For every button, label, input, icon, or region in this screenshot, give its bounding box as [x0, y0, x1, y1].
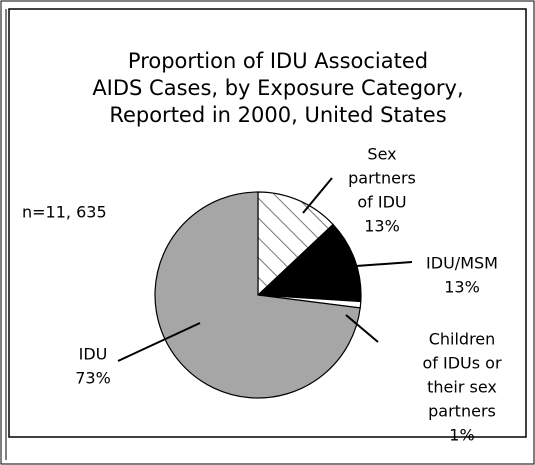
value-label: 13%: [364, 217, 400, 236]
slice-label: partners: [428, 402, 496, 421]
slice-label: their sex: [427, 378, 497, 397]
slice-label: of IDU: [357, 193, 406, 212]
leader-line: [345, 314, 379, 343]
pie-slice: [256, 223, 362, 303]
chart-frame: [8, 8, 527, 438]
slice-label: of IDUs or: [422, 354, 501, 373]
annotation: n=11, 635: [22, 203, 107, 222]
slice-label: partners: [348, 169, 416, 188]
value-label: 1%: [449, 426, 474, 445]
slice-label: IDU: [79, 345, 108, 364]
slice-label: Sex: [367, 145, 396, 164]
leader-line: [117, 322, 201, 362]
slice-label: Children: [429, 330, 496, 349]
leader-line: [355, 261, 413, 267]
leader-line: [302, 177, 333, 214]
value-label: 13%: [444, 278, 480, 297]
pie-slice: [154, 191, 361, 399]
chart-title: AIDS Cases, by Exposure Category,: [92, 76, 463, 100]
value-label: 73%: [75, 369, 111, 388]
chart-title: Reported in 2000, United States: [109, 103, 446, 127]
pie-slice: [257, 191, 334, 297]
slice-label: IDU/MSM: [426, 254, 498, 273]
chart-title: Proportion of IDU Associated: [128, 49, 428, 73]
